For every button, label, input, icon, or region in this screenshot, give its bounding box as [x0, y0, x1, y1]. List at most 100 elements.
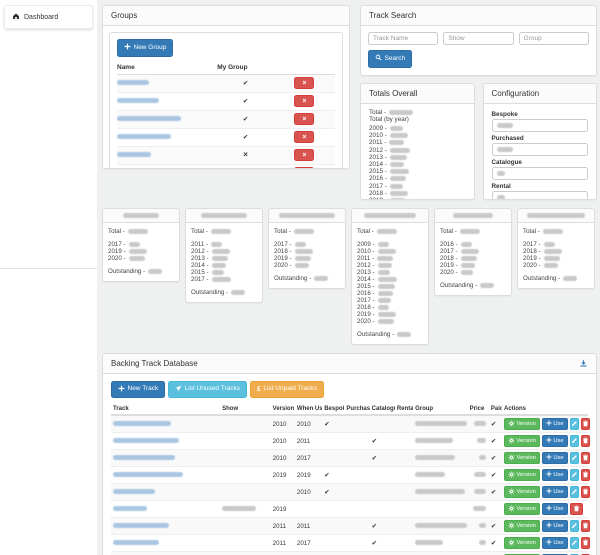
version-button[interactable]: Version [504, 537, 540, 549]
actions-cell: Version Use [502, 466, 590, 484]
delete-group-button[interactable]: × [294, 149, 315, 161]
edit-button[interactable] [569, 520, 579, 532]
list-unused-tracks-button[interactable]: List Unused Tracks [168, 380, 247, 398]
year-total-line: 2014 - [369, 161, 466, 168]
when-used-cell: 2010 [294, 483, 323, 501]
group-cell [413, 449, 468, 467]
list-unpaid-tracks-button[interactable]: £ List Unpaid Tracks [249, 380, 324, 398]
config-field-input[interactable] [491, 190, 588, 199]
edit-button[interactable] [569, 435, 579, 447]
edit-button[interactable] [569, 486, 579, 498]
track-link[interactable] [113, 421, 171, 427]
year-total-line: 2011 - [369, 139, 466, 146]
track-search-title: Track Search [369, 11, 417, 20]
summary-year-line-label: 2019 - [523, 254, 541, 262]
version-button[interactable]: Version [504, 435, 540, 447]
config-field-input[interactable] [491, 166, 588, 180]
version-button[interactable]: Version [504, 520, 540, 532]
group-name-link[interactable] [117, 80, 149, 86]
use-button[interactable]: Use [541, 418, 568, 430]
track-link[interactable] [113, 472, 183, 478]
track-link[interactable] [113, 438, 179, 444]
catalogue-cell: ✔ [369, 551, 395, 555]
group-name-cell [117, 116, 217, 123]
redacted-value [460, 262, 475, 268]
version-button[interactable]: Version [504, 503, 540, 515]
redacted-value [128, 241, 140, 247]
backing-tracks-title: Backing Track Database [111, 358, 198, 368]
use-button[interactable]: Use [541, 469, 568, 481]
delete-button[interactable] [580, 452, 590, 464]
column-bespoke: Bespoke [322, 404, 345, 416]
track-link[interactable] [113, 506, 147, 512]
download-icon[interactable] [579, 359, 588, 368]
group-name-link[interactable] [117, 116, 181, 122]
sidebar-item-dashboard[interactable]: Dashboard [4, 5, 93, 29]
delete-group-button[interactable]: × [294, 131, 315, 143]
group-summary-title [453, 212, 493, 218]
track-link[interactable] [113, 523, 169, 529]
track-search-header: Track Search [361, 6, 596, 26]
group-actions-cell: × [274, 77, 335, 89]
group-name-link[interactable] [117, 134, 171, 140]
use-button-label: Use [553, 455, 564, 461]
version-button[interactable]: Version [504, 486, 540, 498]
search-button[interactable]: Search [368, 50, 413, 68]
group-name-link[interactable] [117, 98, 159, 104]
use-button[interactable]: Use [541, 520, 568, 532]
summary-outstanding-line: Outstanding - [523, 275, 589, 282]
group-input[interactable] [518, 32, 589, 45]
price-cell [467, 432, 489, 450]
delete-button[interactable] [580, 520, 590, 532]
delete-group-button[interactable]: × [294, 95, 315, 107]
summary-total-line: Total - [523, 228, 589, 235]
track-link[interactable] [113, 489, 155, 495]
delete-button[interactable] [569, 503, 583, 515]
purchased-cell [344, 551, 370, 555]
delete-button[interactable] [580, 469, 590, 481]
edit-button[interactable] [569, 469, 579, 481]
use-button[interactable]: Use [541, 435, 568, 447]
redacted-value [377, 311, 396, 317]
track-link[interactable] [113, 455, 175, 461]
edit-button[interactable] [569, 418, 579, 430]
use-button[interactable]: Use [541, 486, 568, 498]
use-button[interactable]: Use [541, 503, 568, 515]
config-field-input[interactable] [491, 142, 588, 156]
delete-button[interactable] [580, 486, 590, 498]
delete-button[interactable] [580, 418, 590, 430]
summary-year-line-label: 2010 - [357, 247, 375, 255]
redacted-value [459, 228, 480, 234]
edit-button[interactable] [569, 452, 579, 464]
new-group-button[interactable]: New Group [117, 39, 174, 57]
use-button[interactable]: Use [541, 452, 568, 464]
summary-year-line-label: 2020 - [274, 261, 292, 269]
version-button[interactable]: Version [504, 469, 540, 481]
delete-group-button[interactable]: × [294, 167, 315, 168]
group-summary-header [269, 208, 345, 223]
year-total-line-label: 2012 - [369, 146, 387, 154]
config-field-input[interactable] [491, 118, 588, 132]
group-name-cell [117, 98, 217, 105]
version-button[interactable]: Version [504, 418, 540, 430]
delete-group-button[interactable]: × [294, 77, 315, 89]
group-name-link[interactable] [117, 152, 151, 158]
summary-year-line-label: 2020 - [523, 261, 541, 269]
new-track-button[interactable]: New Track [111, 380, 166, 398]
when-used-cell: 2017 [294, 449, 323, 467]
version-button[interactable]: Version [504, 452, 540, 464]
delete-button[interactable] [580, 537, 590, 549]
edit-button[interactable] [569, 537, 579, 549]
show-input[interactable] [443, 32, 514, 45]
trash-icon [582, 471, 589, 480]
group-summary-body: Total -2009 -2010 -2011 -2012 -2013 -201… [352, 223, 428, 344]
track-name-input[interactable] [368, 32, 439, 45]
track-search-panel: Track Search Search [360, 5, 597, 76]
trash-icon [582, 488, 589, 497]
delete-group-button[interactable]: × [294, 113, 315, 125]
use-button[interactable]: Use [541, 537, 568, 549]
config-field-label: Purchased [491, 134, 524, 142]
track-link[interactable] [113, 540, 159, 546]
paid-cell: ✔ [488, 414, 502, 433]
delete-button[interactable] [580, 435, 590, 447]
